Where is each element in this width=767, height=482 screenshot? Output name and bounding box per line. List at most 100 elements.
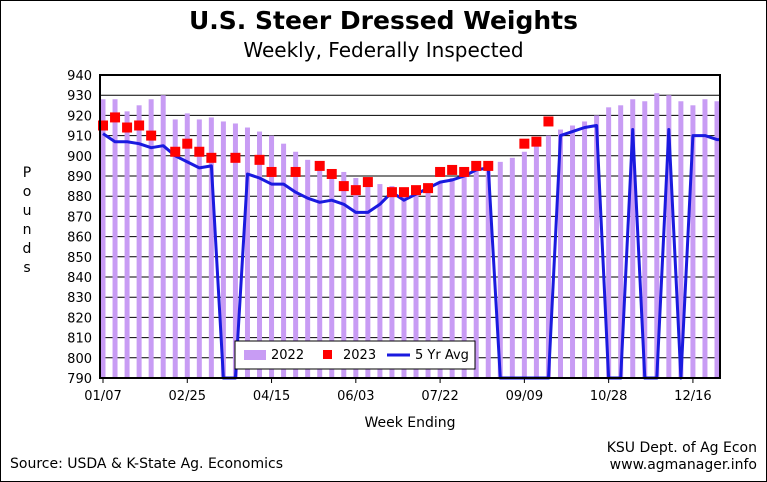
marker-2023: [459, 166, 470, 177]
y-tick-label: 860: [67, 231, 92, 246]
y-tick-label: 870: [67, 210, 92, 225]
bar-2022: [184, 113, 190, 378]
bar-2022: [702, 99, 708, 379]
bar-2022: [377, 184, 383, 378]
bar-2022: [136, 105, 142, 379]
bar-2022: [618, 105, 624, 379]
y-tick-label: 930: [67, 89, 92, 104]
x-tick-label: 06/03: [337, 389, 374, 404]
bar-2022: [172, 119, 178, 378]
bar-2022: [220, 121, 226, 379]
bar-2022: [714, 101, 720, 378]
credit-url: www.agmanager.info: [609, 457, 757, 473]
x-tick-label: 10/28: [590, 389, 627, 404]
bar-2022: [497, 161, 503, 378]
y-tick-label: 820: [67, 311, 92, 326]
bar-2022: [124, 111, 130, 379]
x-tick-label: 12/16: [674, 389, 711, 404]
x-tick-label: 01/07: [84, 389, 121, 404]
marker-2023: [398, 187, 409, 198]
bar-2022: [389, 186, 395, 378]
y-label-letter: u: [23, 203, 32, 219]
marker-2023: [386, 187, 397, 198]
bar-2022: [269, 135, 275, 378]
bar-2022: [437, 182, 443, 378]
bar-2022: [570, 125, 576, 378]
bar-2022: [533, 145, 539, 378]
marker-2023: [338, 181, 349, 192]
bar-2022: [148, 99, 154, 379]
bar-2022: [208, 117, 214, 379]
bar-2022: [329, 169, 335, 378]
bar-2022: [461, 173, 467, 378]
bar-2022: [606, 107, 612, 378]
bar-2022: [341, 171, 347, 378]
x-tick-label: 09/09: [506, 389, 543, 404]
marker-2023: [423, 183, 434, 194]
marker-2023: [146, 130, 157, 141]
bar-2022: [485, 165, 491, 378]
bar-2022: [473, 169, 479, 378]
marker-2023: [519, 138, 530, 149]
marker-2023: [350, 185, 361, 196]
marker-2023: [206, 152, 217, 163]
marker-2023: [230, 152, 241, 163]
marker-2023: [483, 160, 494, 171]
x-axis-ticks: 01/07 02/25 04/15 06/03 07/22 09/09 10/28 12/16: [84, 378, 712, 404]
bar-2022: [545, 135, 551, 378]
bar-2022: [449, 178, 455, 378]
marker-2023: [543, 116, 554, 127]
legend-label-2023: 2023: [343, 348, 376, 363]
bar-2022: [281, 143, 287, 378]
bar-2022: [160, 95, 166, 378]
y-label-letter: P: [23, 165, 31, 181]
y-label-letter: d: [23, 241, 32, 257]
legend-swatch-2023: [323, 350, 332, 359]
chart-subtitle: Weekly, Federally Inspected: [243, 38, 524, 62]
marker-2023: [266, 166, 277, 177]
marker-2023: [194, 146, 205, 157]
marker-2023: [435, 166, 446, 177]
legend-box: [234, 340, 476, 370]
y-label-letter: o: [23, 184, 32, 200]
bar-2022: [305, 159, 311, 378]
marker-2023: [254, 154, 265, 165]
marker-2023: [531, 136, 542, 147]
y-tick-label: 830: [67, 291, 92, 306]
bar-2022: [582, 121, 588, 379]
bar-2022: [257, 131, 263, 378]
bar-2022: [196, 119, 202, 378]
marker-2023: [134, 120, 145, 131]
bar-2022: [557, 129, 563, 378]
y-tick-label: 850: [67, 251, 92, 266]
bar-2022: [642, 101, 648, 378]
bar-2022: [244, 127, 250, 379]
y-label-letter: s: [23, 260, 30, 276]
bar-2022: [521, 151, 527, 378]
y-tick-label: 940: [67, 69, 92, 84]
legend-label-2022: 2022: [271, 348, 304, 363]
y-tick-label: 920: [67, 109, 92, 124]
x-tick-label: 07/22: [421, 389, 458, 404]
marker-2023: [411, 185, 422, 196]
marker-2023: [314, 160, 325, 171]
marker-2023: [471, 160, 482, 171]
bar-2022: [293, 151, 299, 378]
bar-2022: [365, 182, 371, 378]
series-2023-markers: [98, 112, 554, 198]
y-tick-label: 790: [67, 372, 92, 387]
marker-2023: [362, 177, 373, 188]
x-axis-label: Week Ending: [364, 415, 455, 431]
bar-2022: [594, 115, 600, 379]
chart-title: U.S. Steer Dressed Weights: [189, 6, 578, 35]
bar-2022: [232, 123, 238, 378]
bar-2022: [678, 101, 684, 378]
legend-label-avg: 5 Yr Avg: [415, 348, 469, 363]
bar-2022: [509, 157, 515, 378]
bar-2022: [666, 95, 672, 378]
y-tick-label: 810: [67, 332, 92, 347]
y-tick-label: 880: [67, 190, 92, 205]
x-tick-label: 02/25: [169, 389, 206, 404]
